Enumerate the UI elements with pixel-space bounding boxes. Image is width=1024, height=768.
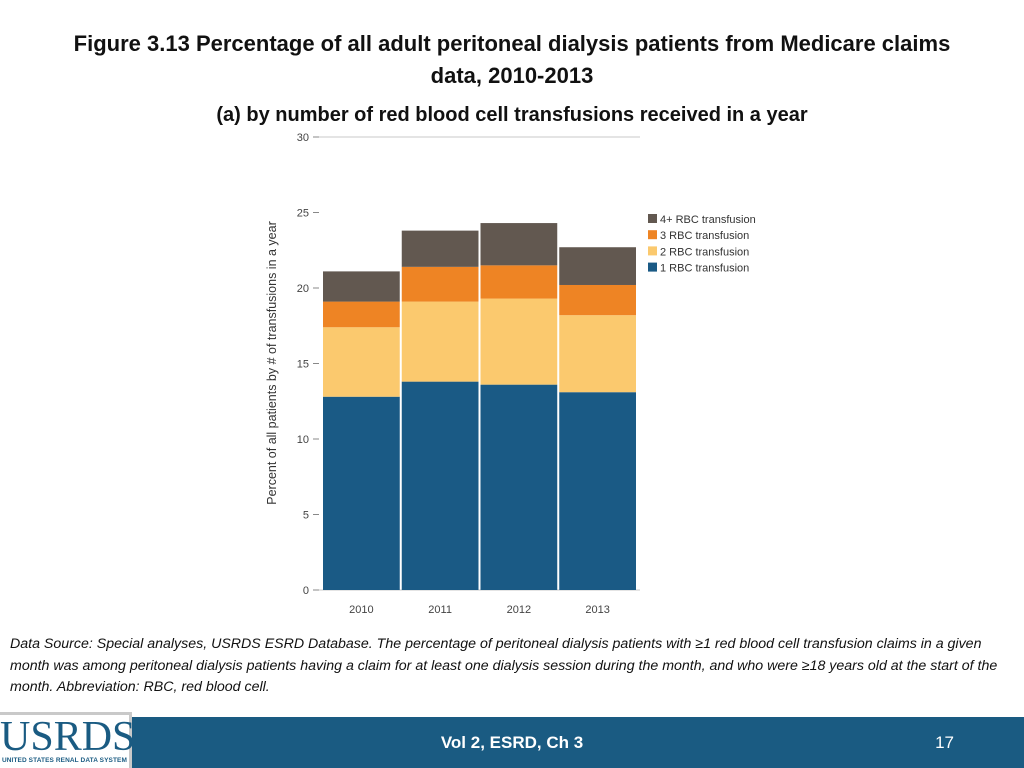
bar-2010-2-rbc-transfusion (323, 327, 400, 397)
footer-bar: Vol 2, ESRD, Ch 3 17 (0, 717, 1024, 768)
bar-2011-4-rbc-transfusion (401, 230, 479, 267)
legend-label: 1 RBC transfusion (660, 263, 749, 275)
y-tick-label: 15 (297, 359, 309, 371)
logo-subtext: UNITED STATES RENAL DATA SYSTEM (1, 757, 128, 764)
figure-subtitle: (a) by number of red blood cell transfus… (216, 104, 808, 126)
x-tick-label: 2013 (585, 604, 609, 616)
y-tick-label: 30 (297, 132, 309, 144)
bar-2012-3-rbc-transfusion (480, 265, 558, 299)
bar-2012-4-rbc-transfusion (480, 223, 558, 266)
legend-label: 3 RBC transfusion (660, 230, 749, 242)
page-number: 17 (935, 733, 954, 752)
bar-2010-3-rbc-transfusion (323, 301, 400, 328)
legend: 4+ RBC transfusion 3 RBC transfusion 2 RBC… (648, 214, 756, 275)
y-tick-label: 0 (303, 585, 309, 597)
figure-title: Figure 3.13 Percentage of all adult peri… (73, 31, 951, 88)
data-source-footnote: Data Source: Special analyses, USRDS ESR… (10, 636, 998, 695)
y-tick-label: 10 (297, 434, 309, 446)
x-tick-label: 2012 (507, 604, 531, 616)
bar-2013-4-rbc-transfusion (559, 247, 636, 285)
y-axis-label: Percent of all patients by # of transfus… (265, 221, 279, 505)
x-tick-label: 2010 (349, 604, 373, 616)
legend-label: 2 RBC transfusion (660, 246, 749, 258)
bar-2012-2-rbc-transfusion (480, 298, 558, 385)
bar-2011-1-rbc-transfusion (401, 381, 479, 590)
legend-swatch (648, 230, 657, 240)
bar-2013-3-rbc-transfusion (559, 284, 636, 316)
stacked-bar-chart: 0 5 10 15 20 25 30 2010 2011 2012 2013 4+ RBC tra… (265, 132, 756, 616)
bar-2012-1-rbc-transfusion (480, 384, 558, 590)
usrds-logo: USRDS UNITED STATES RENAL DATA SYSTEM (0, 712, 136, 768)
bar-2011-3-rbc-transfusion (401, 266, 479, 302)
logo-wordmark: USRDS (0, 714, 136, 760)
legend-swatch (648, 262, 657, 272)
legend-swatch (648, 214, 657, 223)
bar-2010-4-rbc-transfusion (323, 271, 400, 302)
x-axis: 2010 2011 2012 2013 (349, 604, 610, 616)
footer-volume-label: Vol 2, ESRD, Ch 3 (440, 733, 584, 752)
y-tick-label: 5 (303, 510, 309, 522)
bar-2013-1-rbc-transfusion (559, 392, 636, 590)
bars (323, 223, 636, 590)
x-tick-label: 2011 (428, 604, 452, 616)
bar-2013-2-rbc-transfusion (559, 315, 636, 393)
legend-label: 4+ RBC transfusion (660, 214, 756, 226)
y-tick-label: 25 (297, 208, 309, 220)
y-axis: 0 5 10 15 20 25 30 (297, 132, 319, 597)
bar-2011-2-rbc-transfusion (401, 301, 479, 382)
legend-swatch (648, 246, 657, 256)
y-tick-label: 20 (297, 283, 309, 295)
bar-2010-1-rbc-transfusion (323, 396, 400, 590)
